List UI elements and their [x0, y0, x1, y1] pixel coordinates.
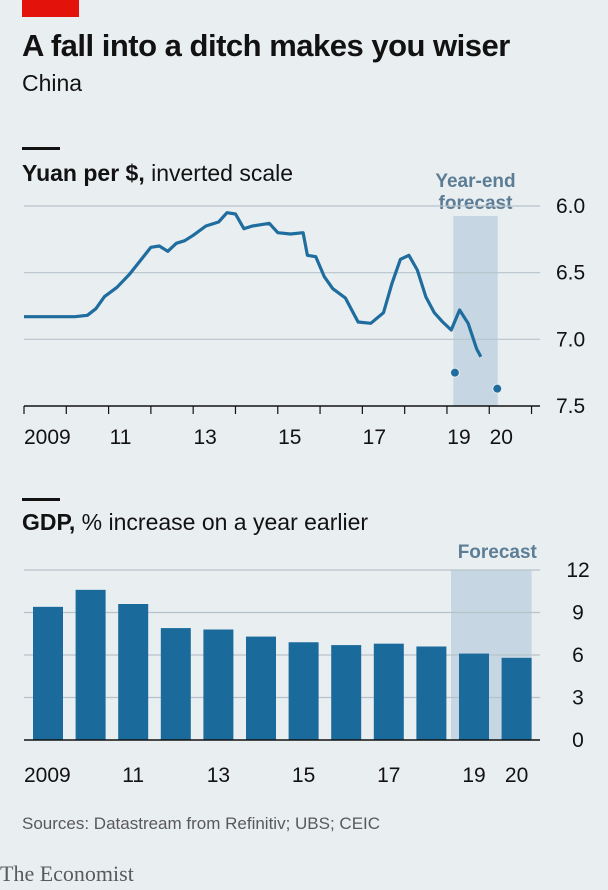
gdp-bar: [288, 642, 319, 740]
y-tick-label: 7.0: [556, 328, 585, 351]
x-tick-label: 20: [505, 764, 528, 787]
gdp-bar: [33, 606, 63, 740]
gdp-bar: [331, 645, 362, 740]
forecast-point: [492, 383, 503, 394]
x-tick-label: 11: [122, 764, 144, 787]
gdp-title-bold: GDP,: [22, 509, 76, 535]
x-tick-label: 20: [490, 426, 513, 449]
x-tick-label: 17: [363, 426, 386, 449]
chart-subtitle: China: [22, 70, 83, 96]
gdp-bar: [75, 589, 106, 740]
yuan-series-line: [24, 211, 483, 358]
gdp-bar-chart: Forecast 0 3 6 9 12 2009 11 13 15 17 19 20: [24, 542, 590, 787]
gdp-title-rest: % increase on a year earlier: [75, 509, 369, 535]
y-tick-label: 6.0: [556, 195, 585, 218]
gdp-bar: [501, 657, 532, 740]
panel-rule-yuan: [22, 147, 60, 150]
forecast-point: [449, 367, 460, 378]
x-tick-label: 2009: [24, 764, 71, 787]
gdp-bar: [118, 604, 149, 740]
y-tick-label: 6: [572, 644, 584, 667]
y-tick-label: 3: [572, 687, 584, 710]
forecast-label-line-1: Year-end: [435, 171, 515, 192]
y-tick-label: 12: [566, 559, 589, 582]
x-tick-label: 17: [377, 764, 400, 787]
x-tick-label: 19: [447, 426, 470, 449]
yuan-title-rest: inverted scale: [144, 160, 294, 186]
source-note: Sources: Datastream from Refinitiv; UBS;…: [22, 814, 381, 833]
gdp-bar: [459, 653, 489, 740]
x-tick-label: 19: [462, 764, 485, 787]
yuan-panel-title: Yuan per $, inverted scale: [22, 160, 293, 187]
gdp-bar: [203, 629, 234, 740]
y-tick-label: 0: [572, 729, 584, 752]
gdp-bar: [416, 646, 447, 740]
yuan-title-bold: Yuan per $,: [22, 160, 145, 186]
y-tick-label: 7.5: [556, 395, 585, 418]
gdp-panel-title: GDP, % increase on a year earlier: [22, 509, 368, 536]
x-tick-label: 2009: [24, 426, 71, 449]
forecast-label: Forecast: [458, 542, 538, 563]
economist-logo: The Economist: [0, 861, 134, 886]
forecast-label-line-2: forecast: [439, 193, 514, 214]
x-tick-label: 13: [207, 764, 230, 787]
brand-red-tag: [22, 0, 79, 17]
gdp-bar: [160, 628, 191, 740]
y-tick-label: 6.5: [556, 262, 585, 285]
gdp-bar: [246, 636, 276, 740]
gdp-bar: [373, 643, 404, 740]
x-tick-label: 15: [278, 426, 301, 449]
x-tick-label: 13: [194, 426, 217, 449]
panel-rule-gdp: [22, 498, 60, 501]
chart-title: A fall into a ditch makes you wiser: [22, 28, 510, 63]
y-tick-label: 9: [572, 602, 584, 625]
x-tick-label: 11: [110, 426, 132, 449]
x-tick-label: 15: [292, 764, 315, 787]
